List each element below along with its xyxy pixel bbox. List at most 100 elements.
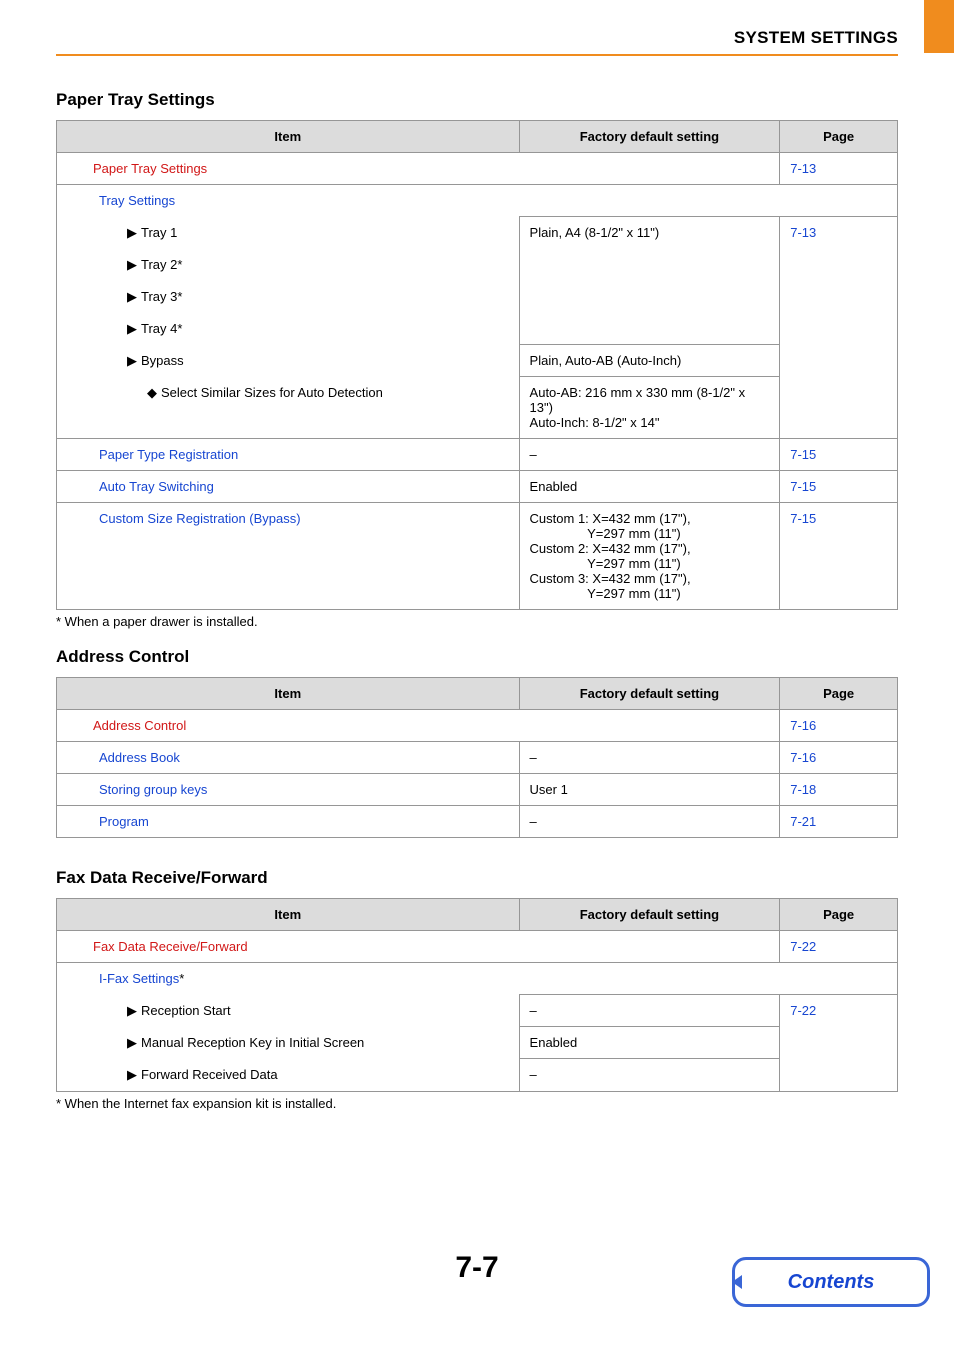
table-row: ▶Manual Reception Key in Initial Screen … (57, 1027, 898, 1059)
paper-type-reg-default: – (519, 439, 780, 471)
page-ref[interactable]: 7-15 (780, 471, 898, 503)
bypass-text: Bypass (141, 353, 184, 368)
table-row: Custom Size Registration (Bypass) Custom… (57, 503, 898, 610)
fax-footnote: * When the Internet fax expansion kit is… (56, 1096, 898, 1111)
custom-size-link[interactable]: Custom Size Registration (Bypass) (99, 511, 301, 526)
page-ref[interactable]: 7-13 (780, 153, 898, 185)
col-default: Factory default setting (519, 678, 780, 710)
select-similar-label: ◆ Select Similar Sizes for Auto Detection (57, 377, 520, 439)
table-row: Auto Tray Switching Enabled 7-15 (57, 471, 898, 503)
triangle-icon: ▶ (127, 1067, 137, 1082)
page-link[interactable]: 7-15 (790, 511, 816, 526)
page-ref[interactable]: 7-16 (780, 742, 898, 774)
table-row: ▶ Bypass Plain, Auto-AB (Auto-Inch) (57, 345, 898, 377)
trays-default: Plain, A4 (8-1/2" x 11") (519, 217, 780, 345)
fax-table: Item Factory default setting Page Fax Da… (56, 898, 898, 1092)
header-title: SYSTEM SETTINGS (734, 28, 898, 54)
reception-start-default: – (519, 995, 780, 1027)
col-default: Factory default setting (519, 899, 780, 931)
table-header-row: Item Factory default setting Page (57, 899, 898, 931)
bypass-default: Plain, Auto-AB (Auto-Inch) (519, 345, 780, 377)
select-similar-default: Auto-AB: 216 mm x 330 mm (8-1/2" x 13") … (519, 377, 780, 439)
triangle-icon: ▶ (127, 1035, 137, 1050)
triangle-icon: ▶ (127, 289, 137, 304)
fax-main-cell: Fax Data Receive/Forward (57, 931, 780, 963)
program-link[interactable]: Program (99, 814, 149, 829)
document-page: SYSTEM SETTINGS Paper Tray Settings Item… (0, 0, 954, 1351)
page-ref[interactable]: 7-22 (780, 995, 898, 1092)
tray2-label: ▶Tray 2* (57, 249, 520, 281)
page-ref[interactable]: 7-18 (780, 774, 898, 806)
table-row: ▶Tray 1 Plain, A4 (8-1/2" x 11") 7-13 (57, 217, 898, 249)
table-row: Program – 7-21 (57, 806, 898, 838)
address-book-link[interactable]: Address Book (99, 750, 180, 765)
header-rule (56, 54, 898, 56)
table-row: Paper Type Registration – 7-15 (57, 439, 898, 471)
table-row: ◆ Select Similar Sizes for Auto Detection… (57, 377, 898, 439)
tray-settings-cell: Tray Settings (57, 185, 898, 217)
default-value: – (519, 742, 780, 774)
contents-button[interactable]: Contents (732, 1257, 930, 1307)
paper-type-reg-link[interactable]: Paper Type Registration (99, 447, 238, 462)
page-link[interactable]: 7-13 (790, 161, 816, 176)
page-ref[interactable]: 7-21 (780, 806, 898, 838)
storing-group-keys-link[interactable]: Storing group keys (99, 782, 207, 797)
default-value: User 1 (519, 774, 780, 806)
table-row: Storing group keys User 1 7-18 (57, 774, 898, 806)
page-link[interactable]: 7-15 (790, 447, 816, 462)
ifax-settings-link[interactable]: I-Fax Settings (99, 971, 179, 986)
col-item: Item (57, 678, 520, 710)
page-link[interactable]: 7-16 (790, 718, 816, 733)
table-row: Address Control 7-16 (57, 710, 898, 742)
accent-bar (924, 0, 954, 53)
main-link-cell: Paper Tray Settings (57, 153, 780, 185)
auto-switch-default: Enabled (519, 471, 780, 503)
auto-switch-link[interactable]: Auto Tray Switching (99, 479, 214, 494)
forward-text: Forward Received Data (141, 1067, 278, 1082)
table-row: ▶Reception Start – 7-22 (57, 995, 898, 1027)
page-ref[interactable]: 7-15 (780, 439, 898, 471)
paper-tray-table: Item Factory default setting Page Paper … (56, 120, 898, 610)
page-link[interactable]: 7-16 (790, 750, 816, 765)
paper-tray-settings-link[interactable]: Paper Tray Settings (93, 161, 207, 176)
page-ref[interactable]: 7-22 (780, 931, 898, 963)
section-title-fax: Fax Data Receive/Forward (56, 868, 898, 888)
address-main-cell: Address Control (57, 710, 780, 742)
address-control-link[interactable]: Address Control (93, 718, 186, 733)
table-row: I-Fax Settings* (57, 963, 898, 995)
custom-size-default: Custom 1: X=432 mm (17"), Y=297 mm (11")… (519, 503, 780, 610)
table-row: Paper Tray Settings 7-13 (57, 153, 898, 185)
ifax-star: * (179, 971, 184, 986)
tray1-text: Tray 1 (141, 225, 177, 240)
page-link[interactable]: 7-22 (790, 939, 816, 954)
tray-settings-link[interactable]: Tray Settings (99, 193, 175, 208)
page-ref[interactable]: 7-16 (780, 710, 898, 742)
page-link[interactable]: 7-13 (790, 225, 816, 240)
manual-key-text: Manual Reception Key in Initial Screen (141, 1035, 364, 1050)
bypass-label: ▶ Bypass (57, 345, 520, 377)
tray3-label: ▶Tray 3* (57, 281, 520, 313)
triangle-icon: ▶ (127, 321, 137, 336)
page-link[interactable]: 7-21 (790, 814, 816, 829)
custom-size-cell: Custom Size Registration (Bypass) (57, 503, 520, 610)
fax-main-link[interactable]: Fax Data Receive/Forward (93, 939, 248, 954)
page-ref[interactable]: 7-13 (780, 217, 898, 439)
page-link[interactable]: 7-18 (790, 782, 816, 797)
col-page: Page (780, 121, 898, 153)
diamond-icon: ◆ (147, 385, 157, 400)
forward-default: – (519, 1059, 780, 1092)
triangle-icon: ▶ (127, 353, 137, 368)
triangle-icon: ▶ (127, 225, 137, 240)
table-row: Tray Settings (57, 185, 898, 217)
reception-start-label: ▶Reception Start (57, 995, 520, 1027)
select-similar-text: Select Similar Sizes for Auto Detection (161, 385, 383, 400)
page-link[interactable]: 7-22 (790, 1003, 816, 1018)
page-link[interactable]: 7-15 (790, 479, 816, 494)
page-ref[interactable]: 7-15 (780, 503, 898, 610)
manual-key-label: ▶ Manual Reception Key in Initial Screen (57, 1027, 520, 1059)
table-header-row: Item Factory default setting Page (57, 121, 898, 153)
section-title-paper-tray: Paper Tray Settings (56, 90, 898, 110)
table-row: Address Book – 7-16 (57, 742, 898, 774)
page-header: SYSTEM SETTINGS (56, 0, 898, 54)
triangle-icon: ▶ (127, 1003, 137, 1018)
